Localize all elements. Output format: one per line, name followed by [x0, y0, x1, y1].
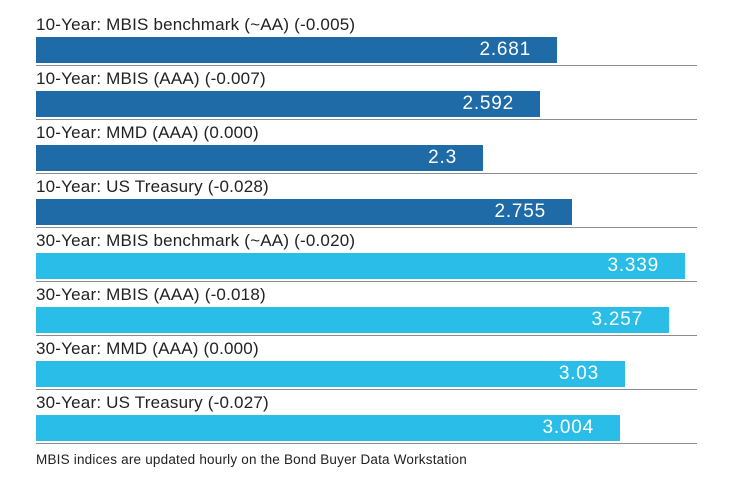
bar-category-label: 10-Year: MBIS (AAA) (-0.007) [36, 69, 266, 88]
bar: 3.004 [36, 415, 620, 441]
bar: 3.03 [36, 361, 625, 387]
bar-category-label: 10-Year: MMD (AAA) (0.000) [36, 123, 259, 142]
bar: 2.755 [36, 199, 572, 225]
chart-row: 10-Year: MMD (AAA) (0.000) 2.3 [36, 120, 697, 174]
chart-row: 10-Year: MBIS (AAA) (-0.007) 2.592 [36, 66, 697, 120]
bar-chart: 10-Year: MBIS benchmark (~AA) (-0.005) 2… [36, 12, 697, 444]
bar-value-label: 3.03 [558, 363, 599, 384]
bar-category-label: 30-Year: MBIS benchmark (~AA) (-0.020) [36, 231, 356, 250]
chart-row: 10-Year: MBIS benchmark (~AA) (-0.005) 2… [36, 12, 697, 66]
bar-value-label: 3.257 [591, 309, 643, 330]
chart-row: 10-Year: US Treasury (-0.028) 2.755 [36, 174, 697, 228]
chart-footnote: MBIS indices are updated hourly on the B… [36, 452, 467, 467]
bar: 2.681 [36, 37, 557, 63]
bar-value-label: 2.592 [462, 93, 514, 114]
bar-value-label: 2.3 [428, 147, 457, 168]
chart-row: 30-Year: MBIS benchmark (~AA) (-0.020) 3… [36, 228, 697, 282]
bar-category-label: 30-Year: MBIS (AAA) (-0.018) [36, 285, 266, 304]
bar-category-label: 10-Year: MBIS benchmark (~AA) (-0.005) [36, 15, 356, 34]
chart-row: 30-Year: MMD (AAA) (0.000) 3.03 [36, 336, 697, 390]
bar: 3.257 [36, 307, 669, 333]
bar-category-label: 30-Year: US Treasury (-0.027) [36, 393, 269, 412]
bar-value-label: 3.339 [607, 255, 659, 276]
bar: 2.592 [36, 91, 540, 117]
bar: 2.3 [36, 145, 483, 171]
bar-value-label: 2.681 [479, 39, 531, 60]
chart-row: 30-Year: US Treasury (-0.027) 3.004 [36, 390, 697, 444]
bar-value-label: 2.755 [494, 201, 546, 222]
bar-value-label: 3.004 [542, 417, 594, 438]
bar-category-label: 30-Year: MMD (AAA) (0.000) [36, 339, 259, 358]
bar: 3.339 [36, 253, 685, 279]
bar-category-label: 10-Year: US Treasury (-0.028) [36, 177, 269, 196]
chart-row: 30-Year: MBIS (AAA) (-0.018) 3.257 [36, 282, 697, 336]
